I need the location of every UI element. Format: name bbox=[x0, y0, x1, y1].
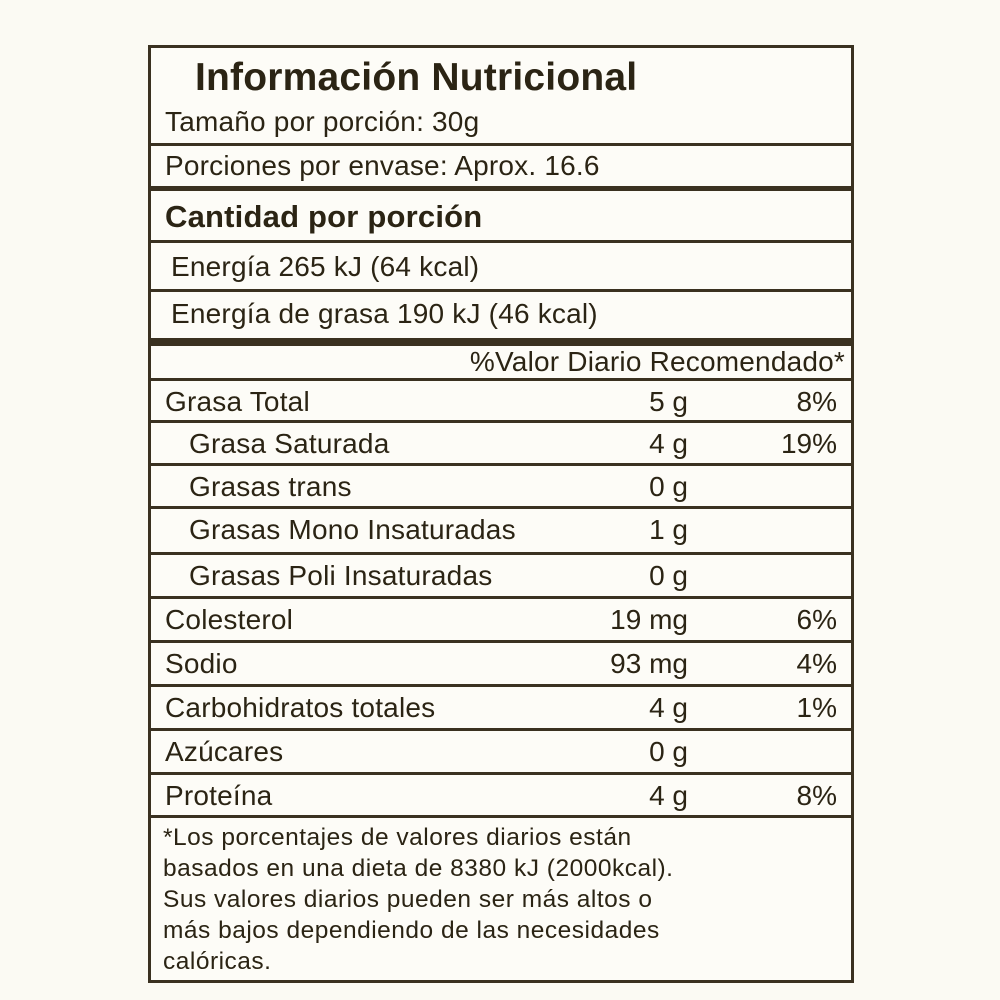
nutrient-row: Colesterol 19 mg 6% bbox=[151, 599, 851, 643]
servings-row: Porciones por envase: Aprox. 16.6 bbox=[151, 146, 851, 191]
energy: Energía 265 kJ (64 kcal) bbox=[171, 251, 480, 282]
nutrient-name: Sodio bbox=[165, 648, 238, 679]
nutrient-amount: 0 g bbox=[649, 471, 688, 502]
nutrient-amount: 1 g bbox=[649, 514, 688, 545]
nutrient-daily-value: 8% bbox=[796, 780, 837, 811]
energy-fat-row: Energía de grasa 190 kJ (46 kcal) bbox=[151, 292, 851, 346]
nutrient-name: Grasas Poli Insaturadas bbox=[189, 560, 493, 591]
nutrient-row: Grasas trans 0 g bbox=[151, 466, 851, 509]
header-section: Información Nutricional Tamaño por porci… bbox=[151, 48, 851, 146]
nutrient-amount: 4 g bbox=[649, 428, 688, 459]
footnote-line: calóricas. bbox=[163, 948, 272, 975]
nutrient-amount: 5 g bbox=[649, 386, 688, 417]
amount-per-serving-row: Cantidad por porción bbox=[151, 191, 851, 243]
nutrient-row: Grasas Poli Insaturadas 0 g bbox=[151, 555, 851, 599]
nutrition-facts-label: Información Nutricional Tamaño por porci… bbox=[148, 45, 854, 983]
nutrient-name: Colesterol bbox=[165, 604, 294, 635]
nutrient-name: Azúcares bbox=[165, 736, 284, 767]
nutrient-name: Grasa Saturada bbox=[189, 428, 390, 459]
label-title: Información Nutricional bbox=[195, 56, 638, 99]
nutrient-daily-value: 4% bbox=[796, 648, 837, 679]
nutrient-amount: 4 g bbox=[649, 692, 688, 723]
nutrient-daily-value: 1% bbox=[796, 692, 837, 723]
nutrient-amount: 19 mg bbox=[610, 604, 688, 635]
nutrient-daily-value: 6% bbox=[796, 604, 837, 635]
nutrient-row: Grasas Mono Insaturadas 1 g bbox=[151, 509, 851, 555]
serving-size: Tamaño por porción: 30g bbox=[165, 106, 480, 137]
footnote: *Los porcentajes de valores diarios está… bbox=[151, 818, 851, 980]
nutrient-name: Proteína bbox=[165, 780, 273, 811]
footnote-line: más bajos dependiendo de las necesidades bbox=[163, 917, 660, 944]
nutrient-amount: 0 g bbox=[649, 736, 688, 767]
nutrient-name: Grasas trans bbox=[189, 471, 352, 502]
amount-per-serving: Cantidad por porción bbox=[165, 199, 483, 234]
energy-from-fat: Energía de grasa 190 kJ (46 kcal) bbox=[171, 298, 598, 329]
nutrient-row: Grasa Total 5 g 8% bbox=[151, 381, 851, 423]
nutrient-amount: 4 g bbox=[649, 780, 688, 811]
nutrient-name: Carbohidratos totales bbox=[165, 692, 436, 723]
nutrient-amount: 0 g bbox=[649, 560, 688, 591]
nutrient-daily-value: 8% bbox=[796, 386, 837, 417]
nutrient-amount: 93 mg bbox=[610, 648, 688, 679]
nutrient-row: Grasa Saturada 4 g 19% bbox=[151, 423, 851, 466]
nutrient-row: Proteína 4 g 8% bbox=[151, 775, 851, 818]
footnote-line: Sus valores diarios pueden ser más altos… bbox=[163, 886, 653, 913]
nutrient-name: Grasa Total bbox=[165, 386, 310, 417]
nutrient-name: Grasas Mono Insaturadas bbox=[189, 514, 516, 545]
servings-per-container: Porciones por envase: Aprox. 16.6 bbox=[165, 150, 600, 181]
dv-header: %Valor Diario Recomendado* bbox=[469, 346, 845, 377]
footnote-line: *Los porcentajes de valores diarios está… bbox=[163, 824, 632, 851]
nutrient-row: Sodio 93 mg 4% bbox=[151, 643, 851, 687]
nutrient-row: Carbohidratos totales 4 g 1% bbox=[151, 687, 851, 731]
dv-header-row: %Valor Diario Recomendado* bbox=[151, 346, 851, 381]
nutrient-row: Azúcares 0 g bbox=[151, 731, 851, 775]
nutrient-daily-value: 19% bbox=[780, 428, 837, 459]
energy-row: Energía 265 kJ (64 kcal) bbox=[151, 243, 851, 292]
footnote-line: basados en una dieta de 8380 kJ (2000kca… bbox=[163, 855, 674, 882]
